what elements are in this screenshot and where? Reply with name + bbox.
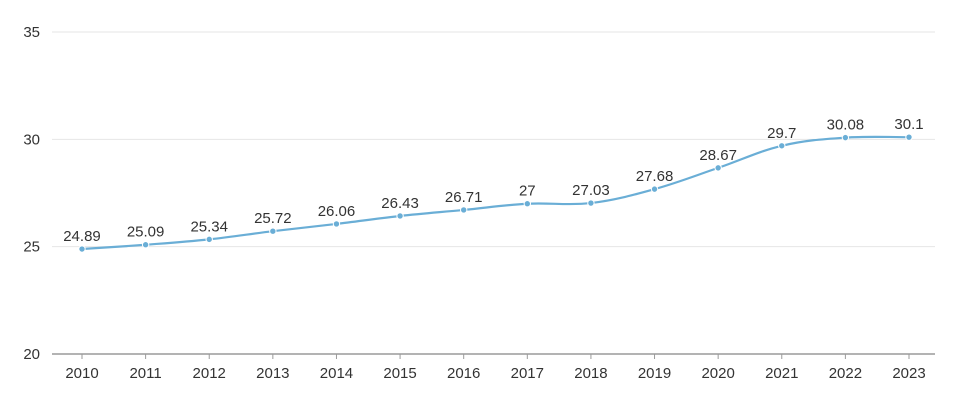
x-tick-label: 2021	[765, 365, 798, 382]
data-label-2018: 27.03	[572, 182, 610, 199]
data-point-2022	[841, 133, 850, 142]
data-point-2015	[396, 212, 404, 220]
data-point-2023	[905, 133, 913, 141]
y-tick-label: 20	[23, 346, 40, 363]
y-tick-label: 30	[23, 131, 40, 148]
data-label-2016: 26.71	[445, 189, 483, 206]
data-point-2019	[650, 185, 659, 193]
x-axis-tick-labels: 2010 2011 2012 2013 2014 2015 2016 2017 2018 2019…	[65, 354, 926, 382]
x-tick-label: 2016	[447, 365, 480, 382]
data-label-2012: 25.34	[190, 218, 228, 235]
series-line	[80, 135, 911, 251]
data-point-2021	[778, 142, 786, 150]
data-label-2014: 26.06	[318, 203, 356, 220]
x-tick-label: 2022	[829, 365, 862, 382]
x-tick-label: 2020	[701, 365, 734, 382]
data-label-2020: 28.67	[699, 147, 737, 164]
data-point-2020	[714, 164, 722, 172]
grid-lines	[52, 31, 935, 248]
data-label-2022: 30.08	[827, 117, 865, 134]
data-point-2018	[587, 199, 595, 207]
x-tick-label: 2012	[193, 365, 226, 382]
data-labels: 24.89 25.09 25.34 25.72 26.06 26.43 26.71 27 27.…	[63, 116, 923, 245]
data-point-2011	[141, 241, 150, 249]
x-tick-label: 2011	[129, 365, 161, 382]
x-tick-label: 2019	[638, 365, 671, 382]
x-tick-label: 2015	[383, 365, 416, 382]
y-axis-tick-labels: 20 25 30 35	[23, 24, 40, 363]
x-tick-label: 2018	[574, 365, 607, 382]
data-point-2012	[205, 235, 213, 244]
data-point-2010	[78, 245, 86, 253]
data-label-2010: 24.89	[63, 228, 101, 245]
x-tick-label: 2014	[320, 365, 353, 382]
data-label-2021: 29.7	[767, 125, 796, 142]
data-label-2017: 27	[519, 183, 536, 200]
y-tick-label: 35	[23, 24, 40, 41]
x-tick-label: 2023	[892, 365, 925, 382]
series-layer	[78, 133, 913, 253]
data-label-2011: 25.09	[127, 224, 165, 241]
x-tick-label: 2017	[511, 365, 544, 382]
data-point-2016	[459, 206, 468, 214]
data-label-2023: 30.1	[894, 116, 923, 133]
data-label-2019: 27.68	[636, 168, 674, 185]
data-point-2013	[269, 227, 277, 235]
data-label-2013: 25.72	[254, 210, 292, 227]
data-point-2014	[332, 220, 341, 228]
x-tick-label: 2013	[256, 365, 289, 382]
y-tick-label: 25	[23, 239, 40, 256]
x-tick-label: 2010	[65, 365, 98, 382]
data-point-2017	[523, 200, 532, 208]
data-label-2015: 26.43	[381, 195, 419, 212]
